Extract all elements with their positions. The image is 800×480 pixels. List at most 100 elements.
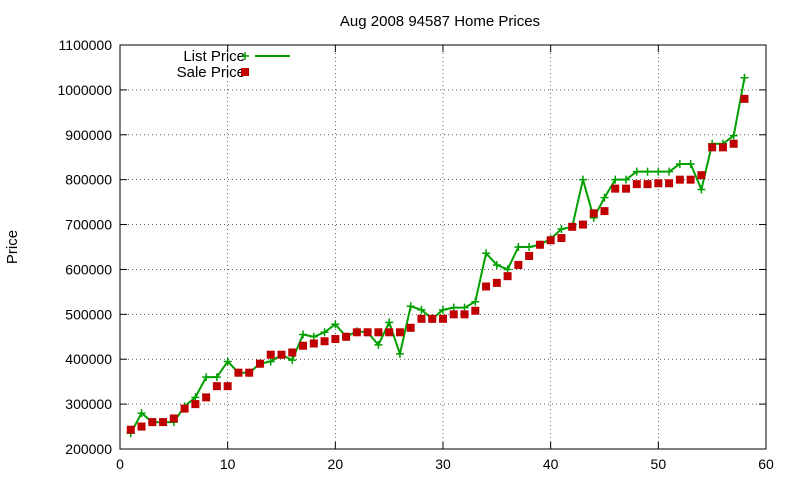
list-price-point	[331, 320, 340, 329]
list-price-point	[449, 303, 458, 312]
sale-price-point	[449, 310, 458, 319]
y-tick-label: 900000	[65, 127, 112, 143]
sale-price-point	[622, 184, 631, 193]
sale-price-point	[374, 328, 383, 337]
sale-price-point	[395, 328, 404, 337]
y-tick-label: 700000	[65, 217, 112, 233]
sale-price-point	[180, 404, 189, 413]
sale-price-point	[148, 418, 157, 427]
list-price-point	[675, 159, 684, 168]
sale-price-point	[320, 337, 329, 346]
sale-price-point	[234, 368, 243, 377]
x-tick-label: 0	[116, 456, 124, 472]
sale-price-point	[708, 143, 717, 152]
sale-price-point	[288, 348, 297, 357]
x-tick-label: 20	[328, 456, 344, 472]
x-tick-label: 40	[543, 456, 559, 472]
list-price-line	[129, 77, 746, 434]
list-price-point	[600, 193, 609, 202]
list-price-point	[417, 305, 426, 314]
legend-label-sale-price: Sale Price	[177, 64, 245, 81]
sale-price-point	[159, 418, 168, 427]
y-tick-label: 800000	[65, 172, 112, 188]
list-price-point	[482, 249, 491, 258]
sale-price-point	[309, 339, 318, 348]
y-tick-label: 200000	[65, 441, 112, 457]
sale-price-point	[482, 282, 491, 291]
sale-price-point	[169, 414, 178, 423]
list-price-point	[654, 167, 663, 176]
list-price-point	[503, 265, 512, 274]
x-tick-label: 60	[758, 456, 774, 472]
sale-price-point	[266, 350, 275, 359]
x-tick-label: 50	[651, 456, 667, 472]
sale-price-point	[632, 180, 641, 189]
sale-price-point	[643, 180, 652, 189]
sale-price-point	[535, 240, 544, 249]
legend-label-list-price: List Price	[183, 48, 245, 65]
sale-price-point	[460, 310, 469, 319]
sale-price-point	[439, 314, 447, 323]
sale-price-point	[492, 278, 501, 287]
sale-price-point	[245, 368, 254, 377]
plot-frame	[119, 44, 767, 450]
list-price-point	[202, 373, 211, 382]
list-price-point	[611, 175, 620, 184]
y-axis-label: Price	[4, 230, 21, 264]
sale-price-point	[406, 323, 415, 332]
y-tick-label: 1000000	[57, 82, 112, 98]
sale-price-point	[137, 422, 146, 431]
list-price-point	[395, 349, 404, 358]
y-tick-label: 600000	[65, 261, 112, 277]
legend-marker-list-price	[241, 52, 249, 60]
list-price-point	[492, 260, 501, 269]
list-price-point	[288, 356, 297, 365]
list-price-point	[266, 357, 275, 366]
sale-price-point	[740, 94, 749, 103]
x-tick-label: 30	[435, 456, 451, 472]
sale-price-point	[191, 400, 200, 409]
sale-price-point	[675, 175, 684, 184]
list-price-point	[632, 167, 641, 176]
sale-price-point	[428, 314, 437, 323]
grid-lines	[120, 45, 766, 449]
sale-price-point	[363, 328, 372, 337]
list-price-point	[578, 175, 587, 184]
list-price-point	[191, 393, 200, 402]
sale-price-point	[417, 314, 426, 323]
list-price-point	[212, 373, 221, 382]
sale-price-point	[654, 179, 663, 188]
list-price-point	[439, 305, 447, 314]
sale-price-point	[299, 341, 308, 350]
sale-price-point	[729, 139, 738, 148]
list-price-point	[223, 357, 232, 366]
legend: List Price Sale Price	[177, 48, 290, 81]
list-price-point	[686, 159, 695, 168]
chart-title: Aug 2008 94587 Home Prices	[340, 13, 540, 30]
sale-price-point	[223, 382, 232, 391]
list-price-point	[557, 225, 566, 234]
legend-marker-sale-price	[241, 68, 249, 76]
sale-price-point	[600, 207, 609, 216]
list-price-point	[460, 303, 469, 312]
sale-price-point	[611, 184, 620, 193]
tick-labels: 200000 300000 400000 500000 600000 700000 8000…	[57, 37, 774, 472]
list-price-point	[525, 243, 534, 251]
list-price-point	[406, 302, 415, 311]
sale-price-point	[557, 234, 566, 243]
list-price-point	[471, 297, 480, 306]
list-price-point	[309, 332, 318, 341]
y-tick-label: 300000	[65, 396, 112, 412]
sale-price-point	[503, 272, 512, 281]
list-price-point	[740, 73, 749, 82]
sale-price-point	[202, 393, 211, 402]
sale-price-point	[331, 335, 340, 344]
sale-price-point	[277, 350, 286, 359]
sale-price-point	[514, 260, 523, 269]
list-price-point	[665, 167, 674, 176]
list-price-point	[643, 167, 652, 176]
sale-price-point	[385, 328, 394, 337]
list-price-point	[622, 175, 631, 184]
series-layer	[126, 73, 749, 438]
